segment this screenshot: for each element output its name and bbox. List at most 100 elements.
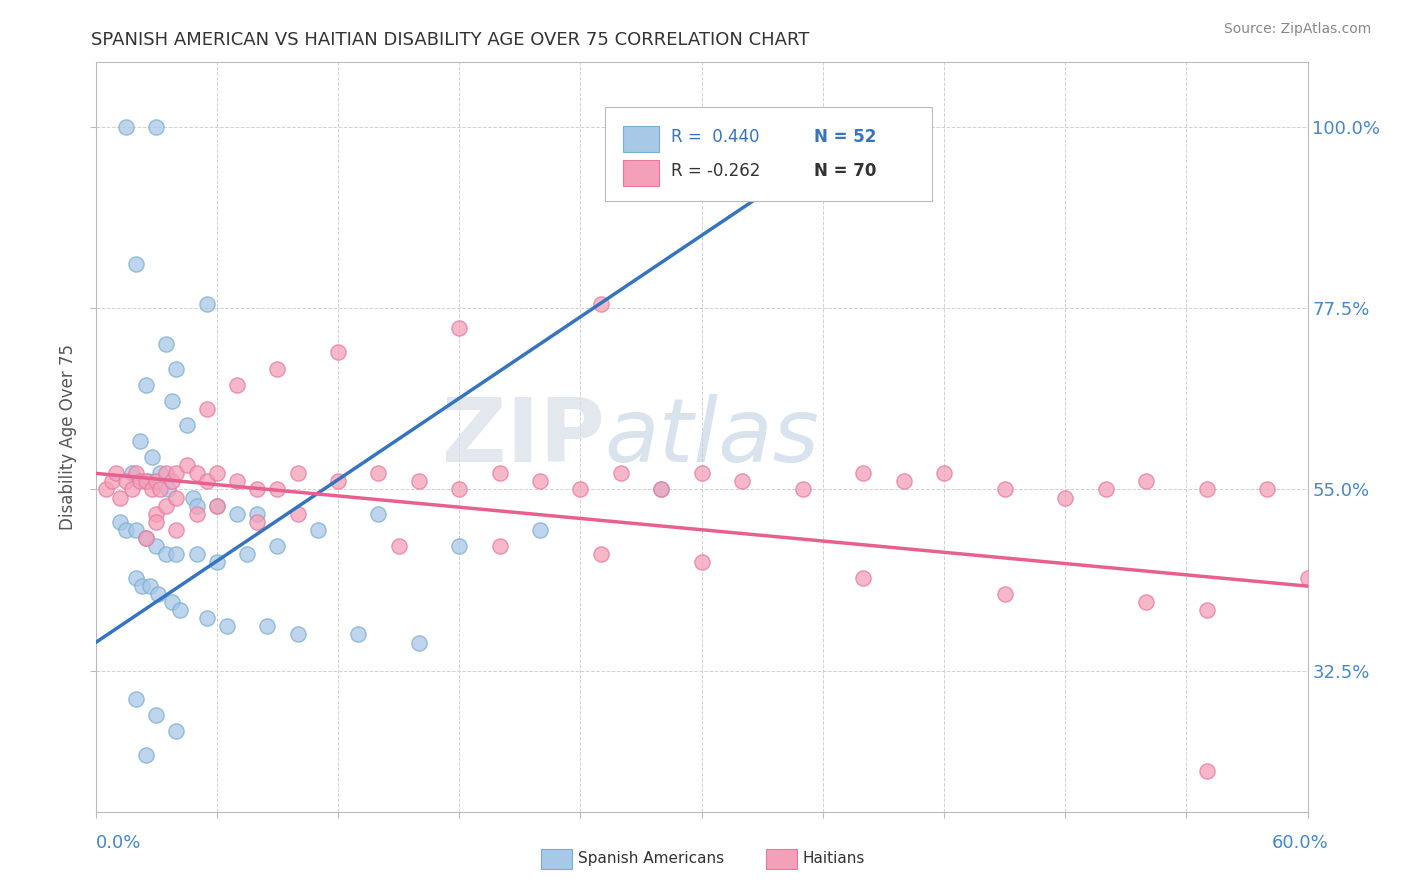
Point [367,467,389,481]
Text: SPANISH AMERICAN VS HAITIAN DISABILITY AGE OVER 75 CORRELATION CHART: SPANISH AMERICAN VS HAITIAN DISABILITY A… [91,31,810,49]
Point [347,627,370,641]
Point [1296,571,1319,585]
Point [326,345,349,359]
Text: 0.0%: 0.0% [96,834,141,852]
Point [195,475,218,489]
Point [792,483,814,497]
Point [1195,764,1218,779]
Point [155,467,177,481]
Point [145,539,167,553]
Point [186,467,208,481]
Point [488,539,510,553]
Point [162,393,184,408]
Point [388,539,411,553]
Point [100,475,122,489]
Point [186,499,208,513]
Point [125,692,148,706]
Point [367,507,389,521]
Point [246,483,269,497]
Point [186,507,208,521]
Text: atlas: atlas [605,394,820,480]
Text: Haitians: Haitians [803,851,865,865]
Point [1195,483,1218,497]
Point [165,523,187,537]
Point [135,748,157,763]
Point [149,467,172,481]
Bar [623,160,659,186]
Text: Source: ZipAtlas.com: Source: ZipAtlas.com [1223,22,1371,37]
Point [449,483,471,497]
Point [136,475,159,489]
Point [162,595,184,609]
Point [852,571,875,585]
Point [141,483,163,497]
Point [408,475,430,489]
Point [169,603,191,617]
Text: Spanish Americans: Spanish Americans [578,851,724,865]
Point [121,467,143,481]
Point [893,475,915,489]
Point [852,467,875,481]
Point [108,491,131,505]
FancyBboxPatch shape [605,107,932,201]
Point [157,483,180,497]
Point [236,547,259,561]
Bar [623,126,659,153]
Text: R =  0.440: R = 0.440 [671,128,759,146]
Point [155,337,177,351]
Point [176,417,198,432]
Point [287,467,309,481]
Point [408,635,430,649]
Point [589,547,612,561]
Point [610,467,633,481]
Point [1135,475,1157,489]
Point [1094,483,1116,497]
Text: N = 70: N = 70 [814,162,877,180]
Point [256,619,278,633]
Point [650,483,672,497]
Point [488,467,510,481]
Point [162,475,184,489]
Point [690,555,713,569]
Point [125,523,148,537]
Point [115,120,138,134]
Point [569,483,592,497]
Point [145,507,167,521]
Point [165,361,187,376]
Point [129,434,152,449]
Point [529,523,551,537]
Point [195,297,218,311]
Point [115,475,138,489]
Point [125,571,148,585]
Point [155,547,177,561]
Point [1054,491,1077,505]
Point [186,547,208,561]
Point [932,467,955,481]
Point [145,515,167,529]
Point [149,483,172,497]
Point [1135,595,1157,609]
Point [449,539,471,553]
Point [125,467,148,481]
Point [145,708,167,723]
Point [129,475,152,489]
Point [326,475,349,489]
Point [226,377,249,392]
Point [1256,483,1278,497]
Point [650,483,672,497]
Point [115,523,138,537]
Point [266,539,288,553]
Point [155,499,177,513]
Point [266,483,288,497]
Point [246,507,269,521]
Point [135,475,157,489]
Point [1195,603,1218,617]
Point [145,120,167,134]
Point [104,467,127,481]
Point [135,531,157,545]
Point [165,724,187,739]
Point [246,515,269,529]
Point [690,467,713,481]
Text: R = -0.262: R = -0.262 [671,162,761,180]
Point [195,401,218,416]
